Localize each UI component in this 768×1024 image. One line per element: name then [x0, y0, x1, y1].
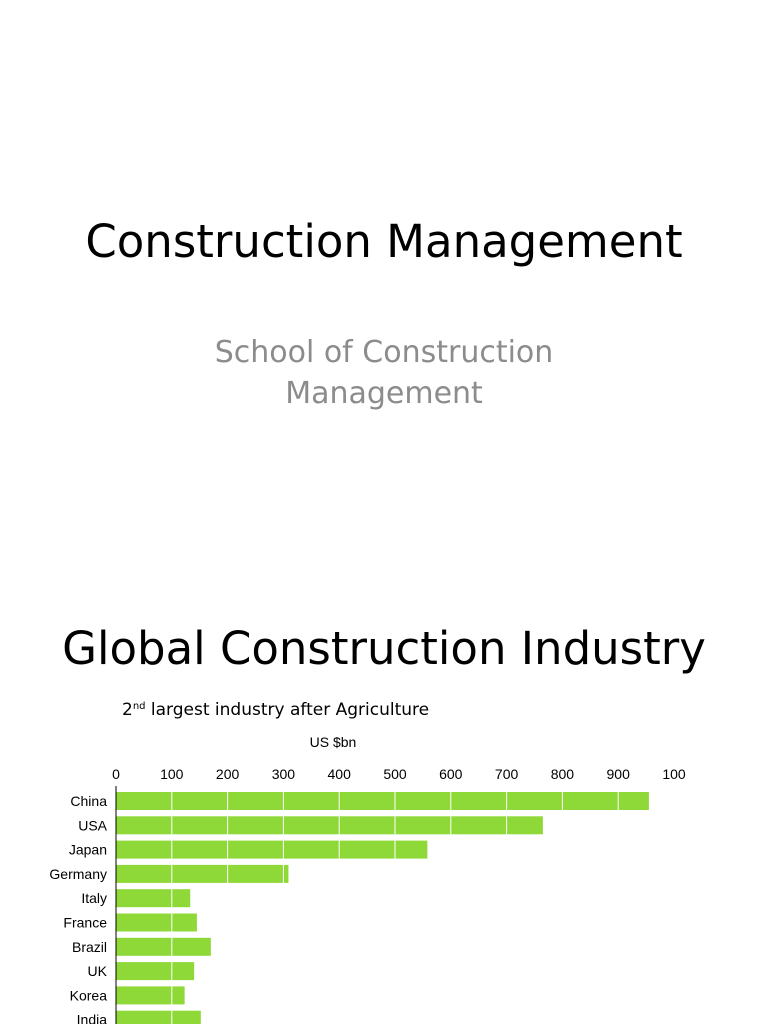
category-label: France [63, 915, 107, 931]
bar-korea [116, 986, 185, 1005]
slide-subtitle: School of Construction Management [214, 335, 554, 411]
slide-title-global-construction: Global Construction Industry [62, 622, 706, 675]
subtitle-ordinal: 2 [122, 700, 133, 720]
category-label: UK [88, 963, 108, 979]
bar-uk [116, 962, 195, 981]
x-axis-label: US $bn [310, 734, 357, 750]
slide-title: Construction Management [85, 215, 683, 268]
bar-brazil [116, 937, 211, 956]
chart-subtitle: 2nd largest industry after Agriculture [122, 696, 429, 721]
bars [116, 792, 649, 1024]
x-tick-label: 600 [439, 766, 463, 782]
category-labels: China USA Japan Germany Italy France Brazil UK K… [49, 793, 107, 1024]
x-axis-ticks: 0 100 200 300 400 500 600 700 800 900 100 [112, 766, 686, 782]
category-label: Japan [69, 842, 107, 858]
bar-chart: US $bn 0 100 200 300 400 500 600 700 800 900 100 C… [49, 734, 686, 1024]
x-tick-label: 200 [216, 766, 240, 782]
x-tick-label: 800 [551, 766, 575, 782]
subtitle-ordinal-suffix: nd [132, 701, 146, 712]
x-tick-label: 900 [607, 766, 631, 782]
bar-usa [116, 816, 543, 835]
category-label: USA [78, 817, 107, 833]
category-label: Italy [81, 890, 107, 906]
category-label: Germany [49, 866, 107, 882]
category-label: China [70, 793, 107, 809]
bar-india [116, 1010, 201, 1024]
bar-japan [116, 840, 428, 859]
x-tick-label: 0 [112, 766, 120, 782]
category-label: India [77, 1012, 108, 1024]
bar-france [116, 913, 197, 932]
x-tick-label: 100 [662, 766, 686, 782]
category-label: Korea [70, 987, 108, 1003]
bar-china [116, 792, 649, 810]
x-tick-label: 100 [160, 766, 184, 782]
category-label: Brazil [72, 939, 107, 955]
x-tick-label: 500 [383, 766, 407, 782]
x-tick-label: 400 [328, 766, 352, 782]
bar-germany [116, 864, 289, 883]
subtitle-text: largest industry after Agriculture [145, 700, 430, 720]
x-tick-label: 300 [272, 766, 296, 782]
bar-italy [116, 889, 191, 908]
x-tick-label: 700 [495, 766, 519, 782]
